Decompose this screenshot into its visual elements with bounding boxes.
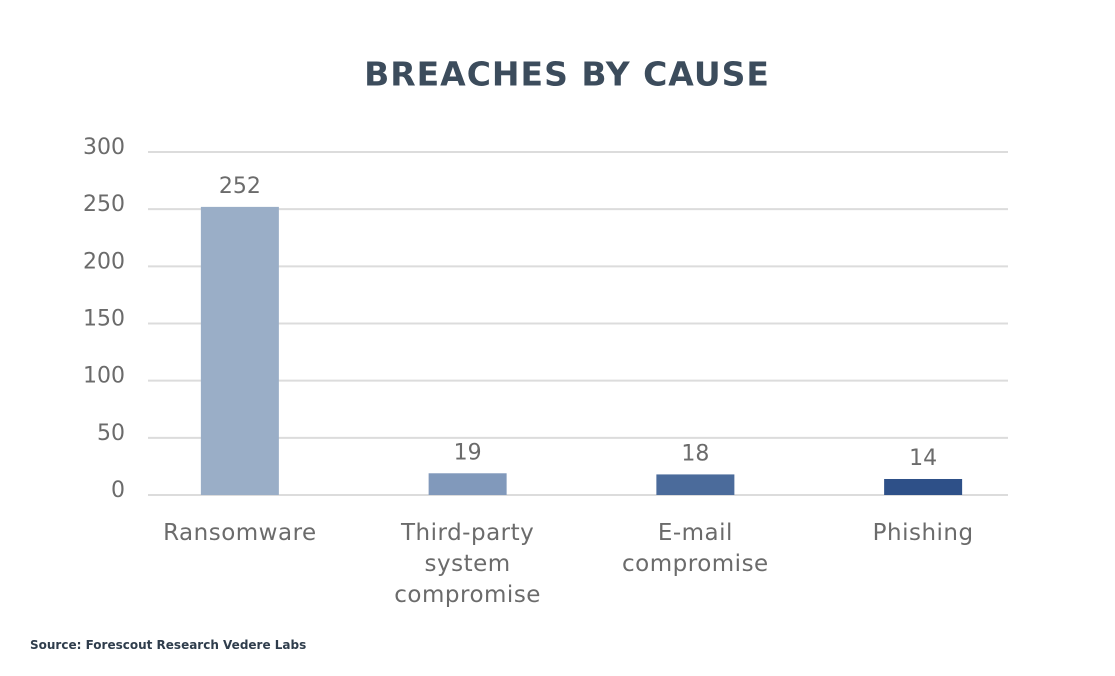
bar [884,478,963,495]
bar [428,473,507,495]
x-tick-label: Ransomware [163,520,317,546]
data-label: 18 [681,441,709,466]
bar [200,206,279,495]
chart-title: BREACHES BY CAUSE [364,55,770,94]
y-tick-label: 200 [83,249,125,274]
source-note: Source: Forescout Research Vedere Labs [30,638,307,652]
x-tick-label: E-mail compromise [622,520,769,577]
data-label: 252 [219,174,261,199]
x-tick-label: Phishing [872,520,974,546]
y-tick-label: 250 [83,192,125,217]
y-tick-label: 300 [83,135,125,160]
y-tick-label: 0 [111,478,125,503]
y-tick-label: 50 [97,421,125,446]
bar [656,474,735,495]
x-tick-label: Third-party system compromise [394,520,541,608]
data-label: 14 [909,446,937,471]
y-tick-label: 150 [83,307,125,332]
data-label: 19 [454,440,482,465]
y-tick-label: 100 [83,364,125,389]
